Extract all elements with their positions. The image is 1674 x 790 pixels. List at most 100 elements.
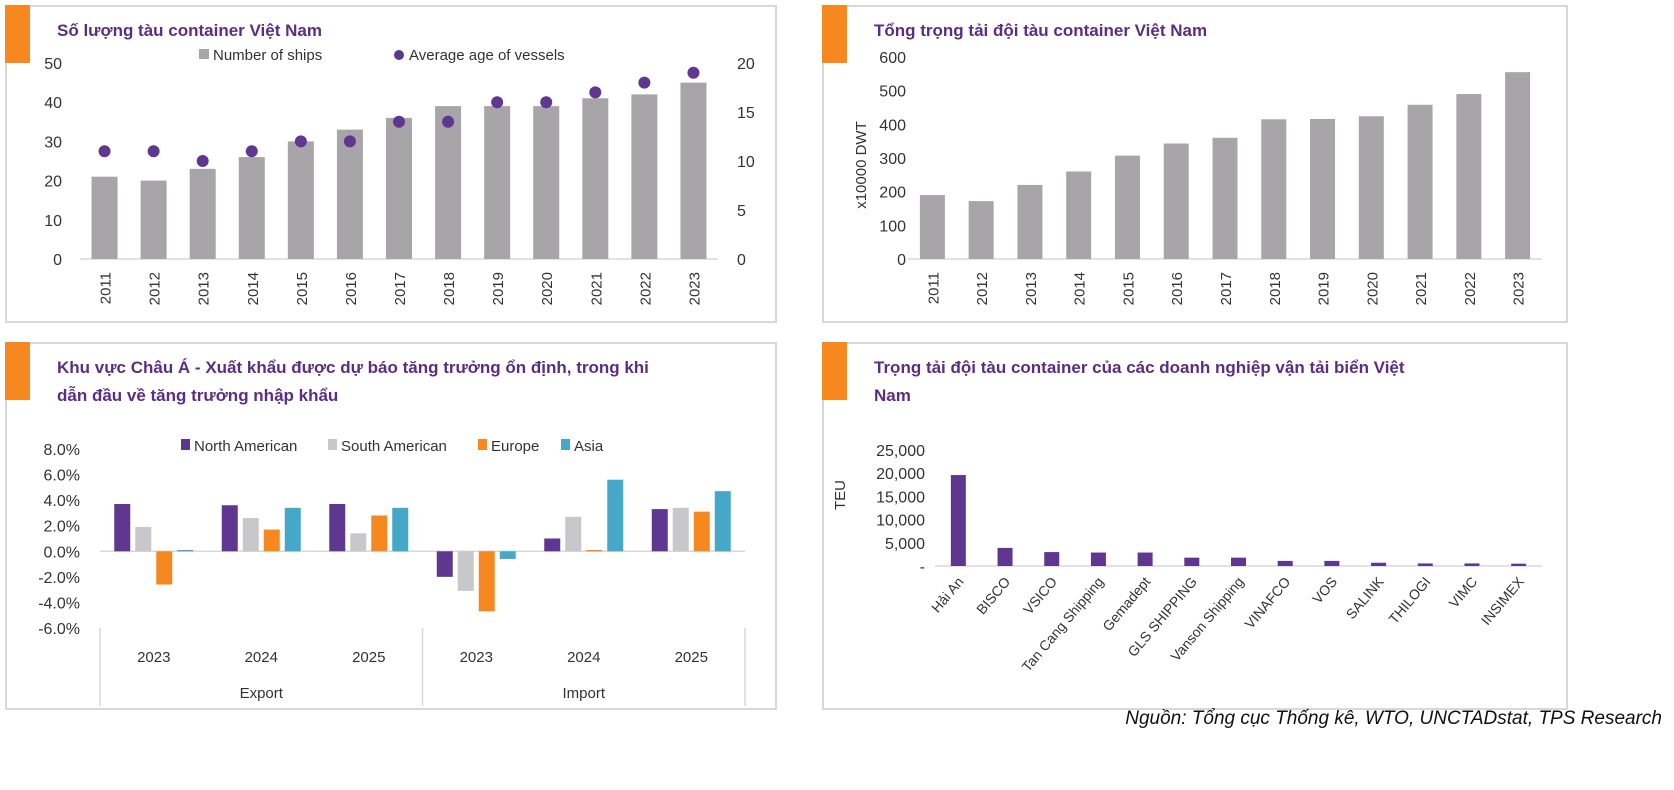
y-tick-label: 15 xyxy=(737,105,755,122)
legend-label: Average age of vessels xyxy=(409,47,565,64)
x-tick-label: 2025 xyxy=(675,649,708,666)
bar-tonnage xyxy=(1261,119,1287,260)
x-tick-label: 2016 xyxy=(343,272,360,305)
y-tick-label: 0.0% xyxy=(44,544,80,561)
legend-label: Europe xyxy=(491,438,539,455)
point-average-age xyxy=(393,115,405,128)
bar-company-teu xyxy=(1324,560,1340,566)
x-tick-label: 2017 xyxy=(392,272,409,305)
bar-company-teu xyxy=(1277,560,1293,566)
bar-number-of-ships xyxy=(631,94,658,259)
accent-marker xyxy=(5,342,30,400)
x-tick-label: 2013 xyxy=(1023,272,1040,305)
x-tick-label: 2024 xyxy=(245,649,278,666)
point-average-age xyxy=(442,115,455,128)
bar-north-american xyxy=(651,509,668,552)
y-tick-label: 5,000 xyxy=(885,536,925,553)
bar-tonnage xyxy=(1212,137,1238,259)
point-average-age xyxy=(343,135,356,148)
x-tick-label: 2019 xyxy=(1316,272,1333,305)
point-average-age xyxy=(245,145,258,158)
bar-company-teu xyxy=(950,475,966,566)
y-tick-label: 0 xyxy=(897,252,906,269)
x-tick-label: BISCO xyxy=(973,574,1013,618)
legend-label: North American xyxy=(194,438,297,455)
y-tick-label: 500 xyxy=(879,84,906,101)
accent-marker xyxy=(822,342,847,400)
x-tick-label: VINAFCO xyxy=(1241,574,1293,632)
bar-tonnage xyxy=(919,195,945,259)
bar-number-of-ships xyxy=(582,98,609,259)
x-tick-label: 2019 xyxy=(490,272,507,305)
chart-title: Khu vực Châu Á - Xuất khẩu được dự báo t… xyxy=(57,358,649,405)
legend-label: Number of ships xyxy=(213,47,322,64)
bar-number-of-ships xyxy=(140,180,167,259)
x-tick-label: SALINK xyxy=(1343,573,1388,622)
x-tick-label: 2023 xyxy=(460,649,493,666)
bar-number-of-ships xyxy=(336,129,363,259)
y-tick-label: 25,000 xyxy=(876,443,925,460)
x-tick-label: 2012 xyxy=(147,272,164,305)
y-tick-label: 100 xyxy=(879,218,906,235)
y-tick-label: 2.0% xyxy=(44,519,80,536)
y-tick-label: 4.0% xyxy=(44,493,80,510)
bar-company-teu xyxy=(1231,557,1246,566)
bar-company-teu xyxy=(1044,552,1060,566)
x-tick-label: 2011 xyxy=(925,272,942,304)
x-tick-label: 2023 xyxy=(1511,272,1528,305)
legend-swatch-ships xyxy=(199,49,209,59)
accent-marker xyxy=(5,5,30,63)
point-average-age xyxy=(196,155,209,167)
legend-label: South American xyxy=(341,438,447,455)
bar-tonnage xyxy=(1358,116,1384,260)
y-tick-label: 200 xyxy=(879,185,906,202)
bar-north-american xyxy=(221,505,238,552)
legend-swatch xyxy=(328,439,337,450)
bar-north-american xyxy=(436,551,453,577)
y-tick-label: 20,000 xyxy=(876,466,925,483)
accent-marker xyxy=(822,5,847,63)
bar-europe xyxy=(478,551,495,612)
bar-tonnage xyxy=(968,201,994,259)
bar-number-of-ships xyxy=(189,168,216,259)
x-tick-label: 2020 xyxy=(539,272,556,305)
y-axis-label: x10000 DWT xyxy=(853,121,870,209)
bar-company-teu xyxy=(1090,552,1106,566)
bar-company-teu xyxy=(997,547,1013,566)
y-tick-label: 600 xyxy=(879,50,906,67)
y-tick-label: 300 xyxy=(879,151,906,168)
bar-company-teu xyxy=(1184,557,1200,566)
x-tick-label: 2016 xyxy=(1169,272,1186,305)
bar-number-of-ships xyxy=(287,141,314,259)
bar-tonnage xyxy=(1114,155,1140,259)
bar-number-of-ships xyxy=(435,106,462,260)
y-tick-label: 30 xyxy=(44,134,62,151)
bar-company-teu xyxy=(1464,563,1480,566)
bar-company-teu xyxy=(1417,563,1433,566)
x-tick-label: 2014 xyxy=(245,272,262,305)
y-tick-label: - xyxy=(920,559,925,576)
y-tick-label: 10,000 xyxy=(876,513,925,530)
y-tick-label: 10 xyxy=(44,213,62,230)
bar-asia xyxy=(177,550,194,552)
x-tick-label: 2024 xyxy=(567,649,600,666)
bar-south-american xyxy=(672,507,689,552)
bar-number-of-ships xyxy=(484,106,511,260)
y-tick-label: 400 xyxy=(879,117,906,134)
bar-south-american xyxy=(457,551,474,591)
bar-number-of-ships xyxy=(533,106,560,260)
bar-south-american xyxy=(135,526,152,552)
point-average-age xyxy=(589,86,602,99)
bar-north-american xyxy=(114,503,131,552)
y-tick-label: 10 xyxy=(737,154,755,171)
x-tick-label: 2022 xyxy=(637,272,654,305)
x-tick-label: 2021 xyxy=(588,272,605,305)
bar-tonnage xyxy=(1505,72,1531,260)
bar-north-american xyxy=(544,538,561,552)
y-tick-label: -2.0% xyxy=(38,570,80,587)
y-tick-label: 5 xyxy=(737,203,746,220)
bar-asia xyxy=(392,507,409,552)
bar-north-american xyxy=(329,503,346,552)
x-tick-label: 2014 xyxy=(1072,272,1089,305)
